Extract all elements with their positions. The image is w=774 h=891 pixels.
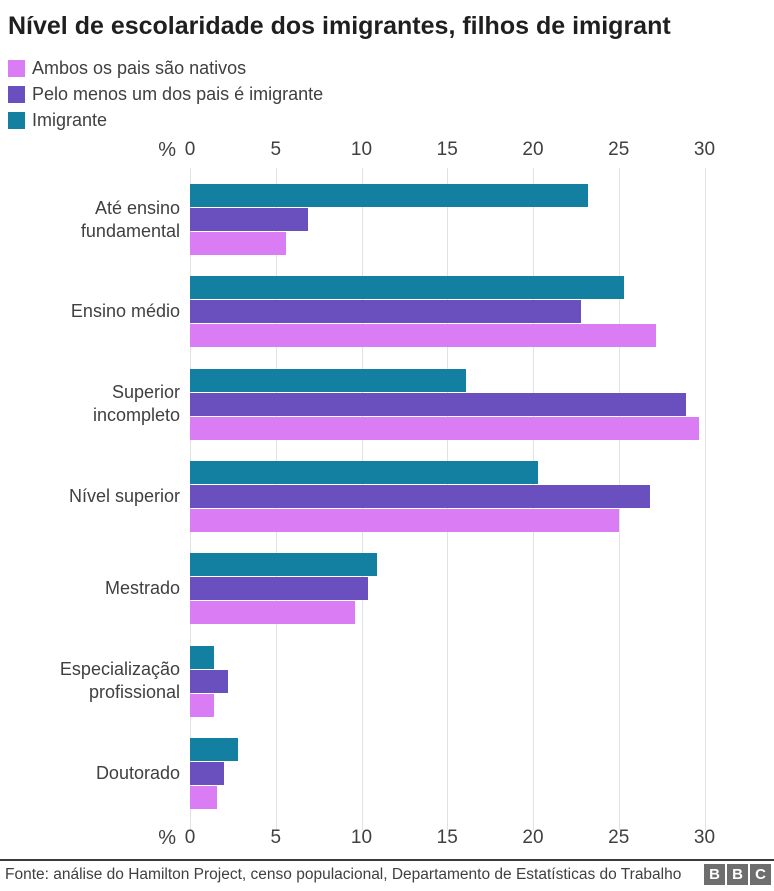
axis-unit-label: % xyxy=(158,827,176,849)
axis-tick-label: 5 xyxy=(270,827,282,848)
bar xyxy=(190,484,650,508)
legend-swatch xyxy=(8,111,25,129)
bar xyxy=(190,368,467,392)
axis-tick-label: 0 xyxy=(184,827,196,848)
axis-tick-label: 30 xyxy=(693,139,716,160)
bar xyxy=(190,508,619,532)
chart-title: Nível de escolaridade dos imigrantes, fi… xyxy=(8,12,671,40)
axis-tick-label: 10 xyxy=(350,139,373,160)
bar xyxy=(190,184,588,207)
bar xyxy=(190,460,539,484)
axis-tick-label: 30 xyxy=(693,827,716,848)
axis-tick-label: 25 xyxy=(608,139,630,160)
x-axis-bottom: % 0 5 10 15 20 25 30 xyxy=(0,827,774,851)
bar xyxy=(190,232,287,255)
source-text: Fonte: análise do Hamilton Project, cens… xyxy=(5,866,682,883)
legend-item: Pelo menos um dos pais é imigrante xyxy=(8,81,323,107)
bar xyxy=(190,553,377,577)
bar xyxy=(190,577,369,601)
bar xyxy=(190,601,355,625)
bbc-logo-letter: B xyxy=(704,864,725,885)
bar xyxy=(190,693,214,717)
axis-tick-label: 10 xyxy=(350,827,373,848)
bar xyxy=(190,208,309,231)
axis-tick-label: 20 xyxy=(522,139,544,160)
axis-tick-label: 5 xyxy=(270,139,282,160)
category-label: Especialização profissional xyxy=(59,659,180,702)
bar xyxy=(190,761,225,785)
category-label: Superior incompleto xyxy=(92,382,180,426)
category-label: Até ensino fundamental xyxy=(80,197,180,241)
bar xyxy=(190,276,624,300)
category-label: Ensino médio xyxy=(70,301,180,322)
legend-swatch xyxy=(8,85,25,103)
legend-item: Imigrante xyxy=(8,107,323,133)
legend-item: Ambos os pais são nativos xyxy=(8,55,323,81)
legend-label: Imigrante xyxy=(32,109,108,130)
bar xyxy=(190,416,700,440)
bar xyxy=(190,392,686,416)
legend: Ambos os pais são nativos Pelo menos um d… xyxy=(8,55,323,133)
x-axis-top: % 0 5 10 15 20 25 30 xyxy=(0,139,774,163)
bar xyxy=(190,324,657,348)
bar xyxy=(190,300,582,324)
axis-tick-label: 15 xyxy=(436,827,458,848)
category-label: Nível superior xyxy=(68,485,180,506)
bbc-logo-letter: C xyxy=(750,864,771,885)
category-label: Doutorado xyxy=(95,762,180,783)
bar xyxy=(190,785,218,809)
bar xyxy=(190,645,214,669)
axis-tick-label: 20 xyxy=(522,827,544,848)
axis-unit-label: % xyxy=(158,139,176,161)
category-label: Mestrado xyxy=(104,578,180,599)
legend-label: Ambos os pais são nativos xyxy=(32,57,247,78)
gridline xyxy=(704,168,706,830)
footer-divider xyxy=(0,859,774,861)
legend-swatch xyxy=(8,59,25,77)
axis-tick-label: 15 xyxy=(436,139,458,160)
bbc-logo-letter: B xyxy=(727,864,748,885)
axis-tick-label: 0 xyxy=(184,139,196,160)
bar xyxy=(190,737,239,761)
bar xyxy=(190,669,228,693)
axis-tick-label: 25 xyxy=(608,827,630,848)
legend-label: Pelo menos um dos pais é imigrante xyxy=(32,83,324,104)
